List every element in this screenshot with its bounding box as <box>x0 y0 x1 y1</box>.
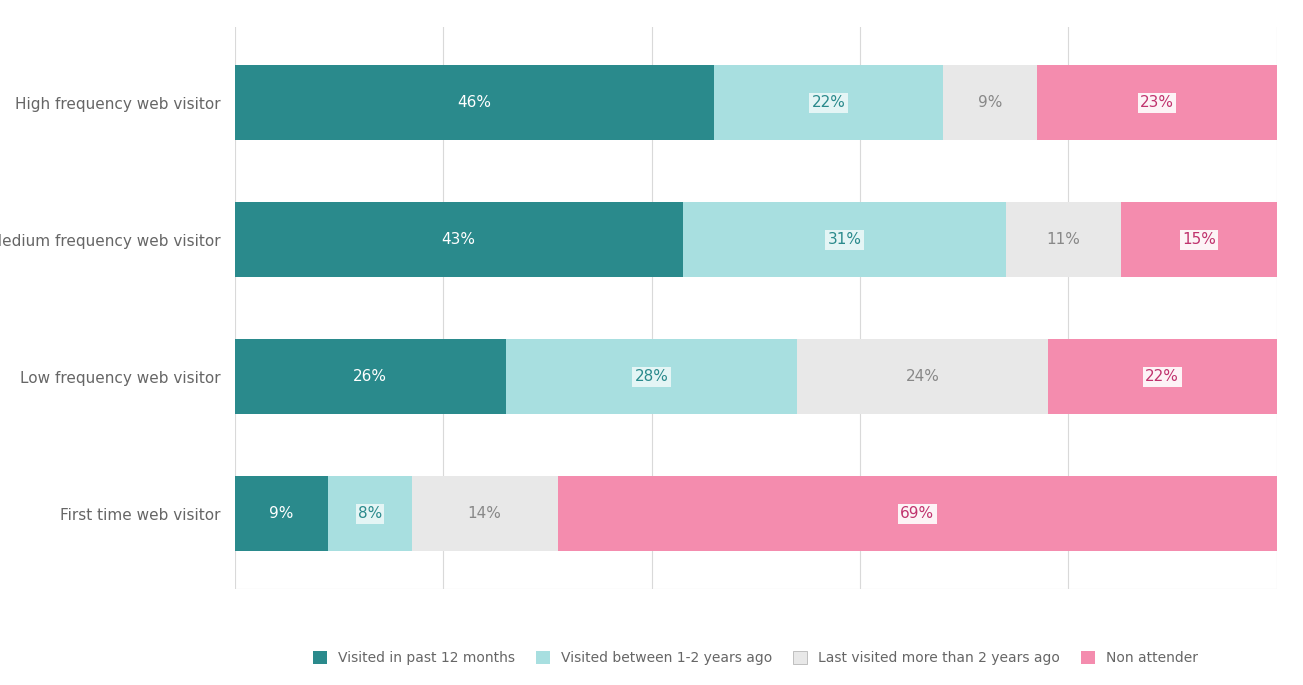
Bar <box>683 202 1006 277</box>
Bar <box>1121 202 1277 277</box>
Text: 14%: 14% <box>468 506 502 521</box>
Text: 9%: 9% <box>979 95 1002 110</box>
Bar <box>235 339 506 414</box>
Legend: Visited in past 12 months, Visited between 1-2 years ago, Last visited more than: Visited in past 12 months, Visited betwe… <box>306 644 1205 672</box>
Bar <box>328 476 412 551</box>
Bar <box>1048 339 1277 414</box>
Text: 11%: 11% <box>1046 232 1080 247</box>
Text: 8%: 8% <box>358 506 382 521</box>
Bar <box>235 202 683 277</box>
Bar <box>943 65 1037 140</box>
Text: 69%: 69% <box>900 506 934 521</box>
Text: 31%: 31% <box>827 232 861 247</box>
Text: 43%: 43% <box>442 232 476 247</box>
Bar <box>235 65 714 140</box>
Bar <box>558 476 1277 551</box>
Bar <box>1037 65 1277 140</box>
Text: 46%: 46% <box>457 95 491 110</box>
Bar <box>412 476 558 551</box>
Text: 9%: 9% <box>270 506 293 521</box>
Bar <box>1006 202 1121 277</box>
Text: 28%: 28% <box>635 369 668 384</box>
Text: 26%: 26% <box>353 369 387 384</box>
Text: 22%: 22% <box>812 95 846 110</box>
Text: 22%: 22% <box>1145 369 1179 384</box>
Text: 15%: 15% <box>1182 232 1216 247</box>
Text: 23%: 23% <box>1140 95 1174 110</box>
Bar <box>235 476 328 551</box>
Bar <box>714 65 943 140</box>
Text: 24%: 24% <box>906 369 939 384</box>
Bar <box>797 339 1048 414</box>
Bar <box>506 339 797 414</box>
